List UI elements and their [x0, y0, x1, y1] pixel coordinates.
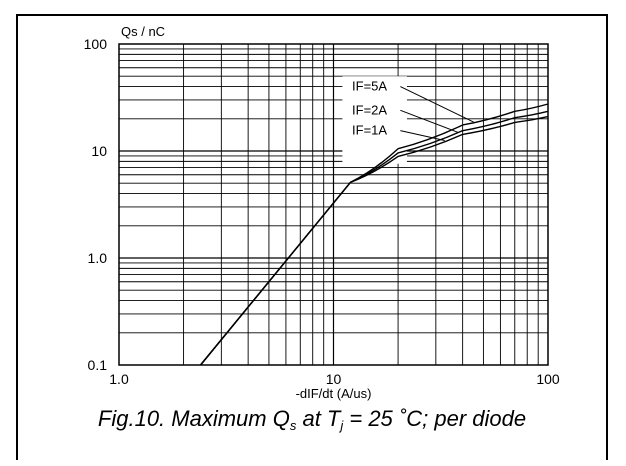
figure-frame	[16, 14, 608, 460]
caption-q-subscript: s	[289, 418, 297, 433]
caption-t-subscript: j	[340, 418, 344, 433]
series-label-if-1a: IF=1A	[352, 123, 387, 138]
y-tick-label: 0.1	[88, 357, 108, 373]
series-label-if-2a: IF=2A	[352, 102, 387, 117]
plot-area-border	[118, 43, 549, 366]
x-tick-label: 10	[326, 371, 342, 387]
y-tick-label: 10	[91, 143, 107, 159]
y-axis-label: Qs / nC	[121, 24, 165, 39]
series-line-if-1a	[200, 115, 549, 366]
series-leader-if-5a	[400, 86, 474, 123]
y-tick-label: 100	[84, 36, 108, 52]
series-leader-if-1a	[400, 130, 445, 141]
x-tick-label: 1.0	[109, 371, 129, 387]
series-label-if-5a: IF=5A	[352, 79, 387, 94]
series-line-if-5a	[200, 103, 549, 366]
x-axis-label: -dIF/dt (A/us)	[296, 386, 372, 401]
x-tick-label: 100	[536, 371, 560, 387]
caption-mid: at T	[296, 406, 341, 431]
figure-caption: Fig.10. Maximum Qs at Tj = 25 ˚C; per di…	[16, 406, 608, 433]
caption-suffix: = 25 ˚C; per diode	[343, 406, 527, 431]
series-leader-if-2a	[400, 109, 459, 133]
y-tick-label: 1.0	[88, 250, 108, 266]
series-line-if-2a	[200, 110, 549, 366]
series-label-box	[342, 76, 407, 164]
caption-prefix: Fig.10. Maximum Q	[97, 406, 290, 431]
